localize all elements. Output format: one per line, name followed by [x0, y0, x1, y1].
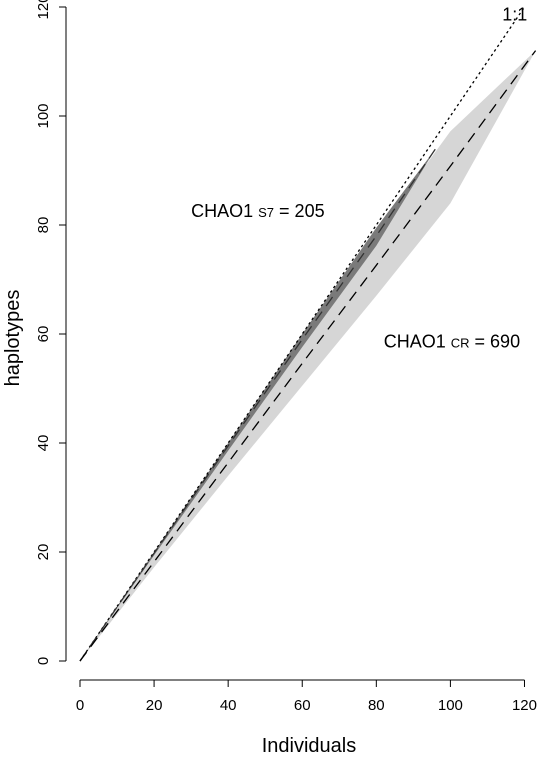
axes: 0 20 40 60 80 100 120 0 20 40 60 80 100 120: [35, 0, 537, 714]
x-tick-label: 100: [438, 697, 463, 714]
y-axis-title: haplotypes: [2, 290, 24, 387]
y-tick-label: 60: [35, 326, 52, 343]
y-tick-label: 40: [35, 435, 52, 452]
x-tick-label: 60: [294, 697, 311, 714]
y-tick-label: 120: [35, 0, 52, 20]
annotation-chao-s7: CHAO1 S7 = 205: [191, 201, 324, 221]
x-tick-label: 20: [146, 697, 163, 714]
annotation-one-to-one: 1:1: [502, 5, 527, 25]
y-tick-label: 20: [35, 544, 52, 561]
x-tick-label: 0: [76, 697, 84, 714]
line-cr: [79, 50, 537, 662]
y-tick-label: 0: [35, 657, 52, 665]
x-tick-label: 80: [368, 697, 385, 714]
series-lines: [79, 6, 537, 662]
y-tick-label: 80: [35, 217, 52, 234]
y-tick-label: 100: [35, 103, 52, 128]
band-s7: [80, 148, 436, 661]
x-tick-label: 120: [512, 697, 537, 714]
x-axis-title: Individuals: [262, 735, 357, 757]
line-s7: [79, 148, 437, 662]
x-tick-label: 40: [220, 697, 237, 714]
annotation-chao-cr: CHAO1 CR = 690: [384, 332, 520, 352]
annotations: 1:1 CHAO1 S7 = 205 CHAO1 CR = 690: [191, 5, 527, 352]
